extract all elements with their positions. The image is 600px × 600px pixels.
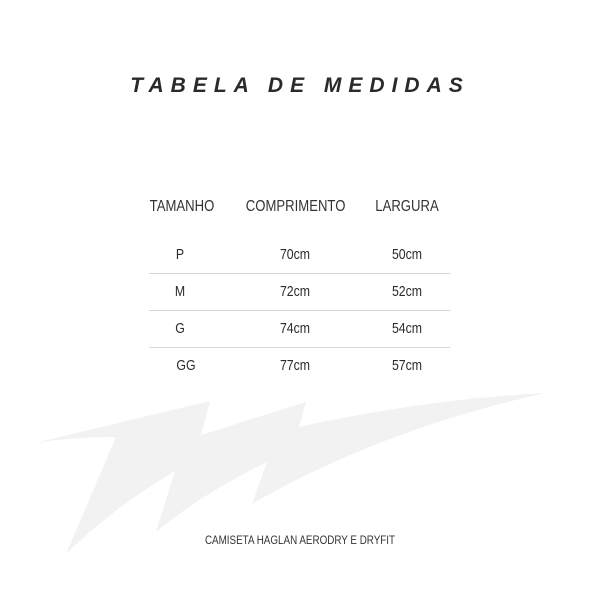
row-divider: [149, 347, 450, 348]
width-cell: 57cm: [391, 357, 423, 374]
width-cell: 54cm: [391, 320, 423, 337]
size-cell: M: [174, 283, 186, 300]
width-cell: 50cm: [391, 246, 423, 263]
size-cell: G: [175, 320, 185, 337]
row-divider: [149, 273, 450, 274]
length-cell: 77cm: [279, 357, 311, 374]
header-width: LARGURA: [375, 198, 439, 215]
width-cell: 52cm: [391, 283, 423, 300]
length-cell: 70cm: [279, 246, 311, 263]
header-size: TAMANHO: [149, 198, 215, 215]
length-cell: 74cm: [279, 320, 311, 337]
product-caption: CAMISETA HAGLAN AERODRY E DRYFIT: [204, 533, 396, 547]
row-divider: [149, 310, 450, 311]
page-title: TABELA DE MEDIDAS: [130, 74, 470, 97]
size-cell: GG: [176, 357, 196, 374]
length-cell: 72cm: [279, 283, 311, 300]
header-length: COMPRIMENTO: [245, 198, 346, 215]
size-cell: P: [175, 246, 185, 263]
